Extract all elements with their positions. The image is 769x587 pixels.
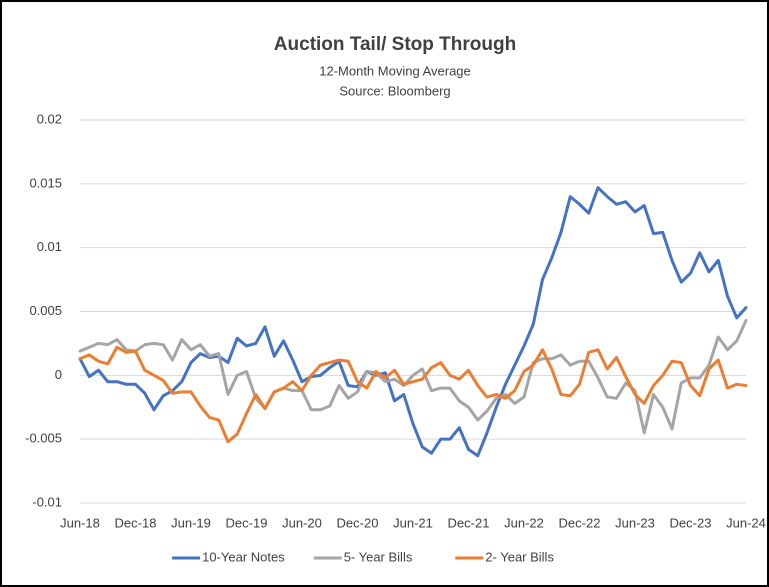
series-line	[78, 318, 748, 435]
series-line	[78, 345, 748, 444]
chart-title: Auction Tail/ Stop Through	[274, 34, 516, 55]
legend-label: 10-Year Notes	[202, 549, 285, 564]
x-tick-label: Jun-20	[282, 515, 322, 530]
y-tick-label: 0.02	[37, 111, 62, 126]
legend-label: 5- Year Bills	[344, 549, 413, 564]
chart-subtitle: 12-Month Moving Average	[319, 63, 471, 78]
x-tick-label: Dec-20	[337, 515, 379, 530]
y-tick-label: -0.01	[32, 494, 62, 509]
x-tick-label: Dec-19	[226, 515, 268, 530]
y-tick-label: -0.005	[25, 431, 62, 446]
x-tick-label: Jun-21	[393, 515, 433, 530]
chart-source: Source: Bloomberg	[339, 83, 450, 98]
y-tick-label: 0.005	[29, 303, 62, 318]
x-tick-label: Dec-22	[559, 515, 601, 530]
x-tick-label: Dec-23	[670, 515, 712, 530]
y-tick-label: 0.01	[37, 239, 62, 254]
x-tick-label: Jun-23	[615, 515, 655, 530]
series-line	[78, 186, 748, 458]
y-tick-label: 0.015	[29, 175, 62, 190]
x-tick-label: Jun-22	[504, 515, 544, 530]
x-tick-label: Dec-21	[448, 515, 490, 530]
legend-label: 2- Year Bills	[485, 549, 554, 564]
x-tick-label: Dec-18	[115, 515, 157, 530]
y-tick-label: 0	[55, 367, 62, 382]
x-tick-label: Jun-19	[171, 515, 211, 530]
x-tick-label: Jun-24	[726, 515, 766, 530]
x-tick-label: Jun-18	[60, 515, 100, 530]
